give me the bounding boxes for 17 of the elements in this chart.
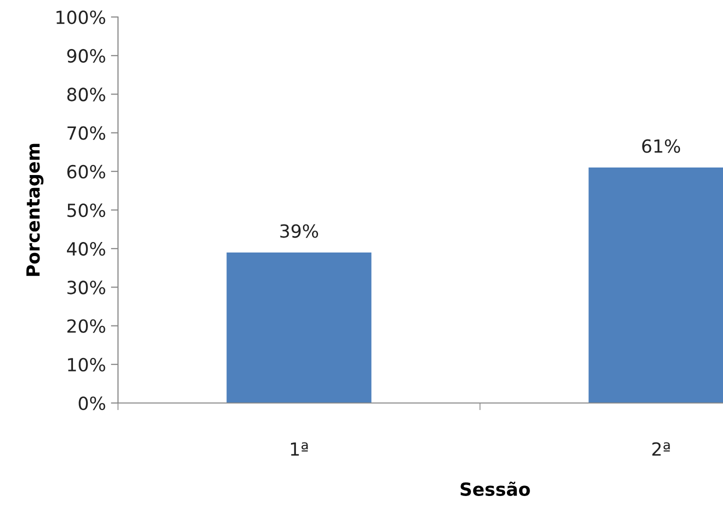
y-axis-title: Porcentagem [26,144,44,276]
y-tick-label: 40% [66,242,106,256]
x-tick-label: 2ª [652,442,670,456]
data-label: 39% [280,224,318,238]
y-tick-label: 80% [67,88,106,102]
y-tick-label: 0% [78,396,106,410]
x-tick-label: 1ª [290,442,308,456]
data-label: 61% [642,139,680,153]
y-tick-label: 70% [68,126,106,140]
y-tick-label: 30% [67,280,106,294]
x-axis-title: Sessão [460,482,530,496]
y-tick-label: 20% [67,319,106,333]
y-tick-label: 50% [67,203,106,218]
y-tick-label: 60% [67,164,106,179]
y-tick-label: 10% [68,358,106,372]
y-tick-label: 90% [67,49,106,63]
y-tick-label: 100% [56,10,106,24]
